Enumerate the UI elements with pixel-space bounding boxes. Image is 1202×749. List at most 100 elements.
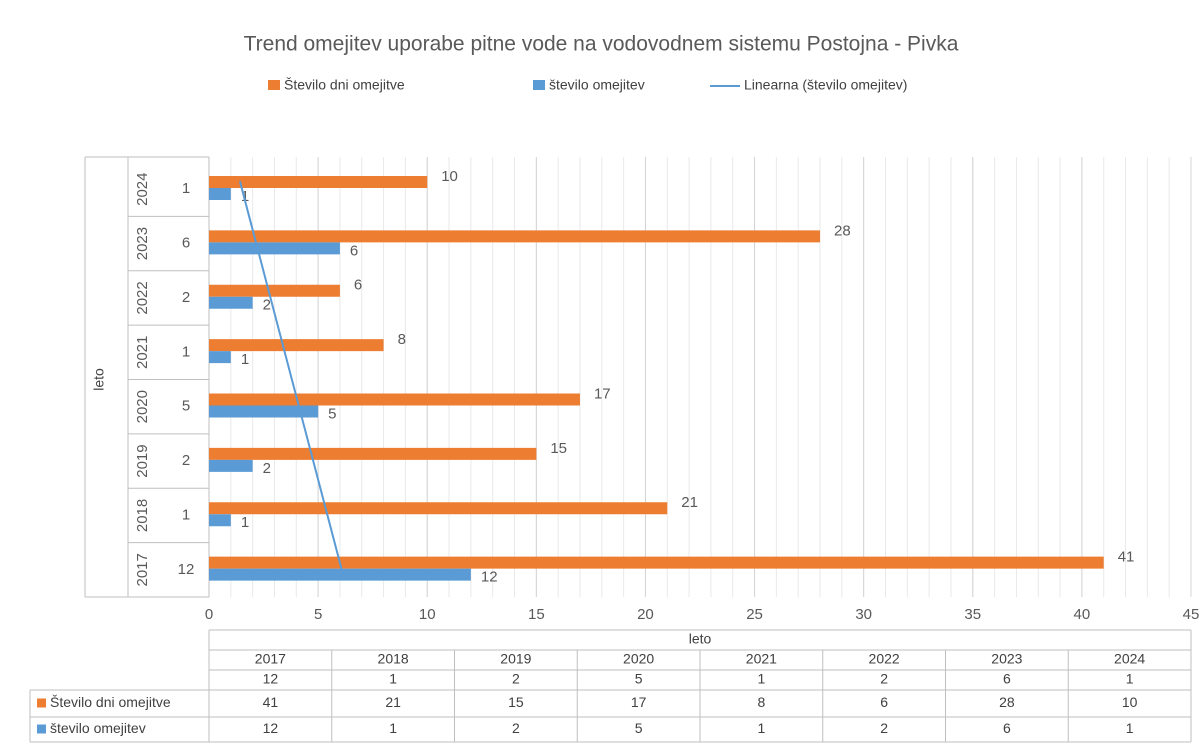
table-legend-key	[37, 698, 46, 708]
y-sub-tick-label: 1	[182, 506, 190, 523]
y-axis-title: leto	[91, 368, 107, 391]
data-label: 2	[263, 460, 271, 477]
table-cell: 1	[1126, 720, 1134, 736]
y-sub-tick-label: 12	[178, 561, 195, 578]
table-row-label: Število dni omejitve	[50, 694, 171, 710]
legend-label: Linearna (število omejitev)	[744, 77, 907, 93]
trendline	[238, 180, 343, 571]
data-label: 21	[681, 494, 698, 511]
bar	[209, 296, 253, 309]
table-cell: 21	[385, 694, 401, 710]
chart-title: Trend omejitev uporabe pitne vode na vod…	[244, 33, 959, 56]
table-cell: 6	[1003, 720, 1011, 736]
bar	[209, 568, 471, 581]
table-cell: 2022	[869, 651, 900, 667]
data-label: 15	[550, 440, 567, 457]
data-label: 41	[1118, 549, 1135, 566]
legend-swatch	[533, 80, 545, 90]
table-cell: 2021	[746, 651, 777, 667]
bar	[209, 514, 231, 527]
bar	[209, 242, 340, 255]
data-label: 8	[398, 331, 406, 348]
legend-swatch	[268, 80, 280, 90]
table-legend-key	[37, 724, 46, 734]
bar	[209, 393, 580, 406]
table-cell: 12	[263, 671, 279, 687]
table-cell: 15	[508, 694, 524, 710]
bar	[209, 447, 537, 460]
y-tick-label: 2018	[134, 499, 151, 532]
table-cell: 5	[635, 720, 643, 736]
x-tick-label: 10	[419, 606, 436, 623]
x-tick-label: 25	[746, 606, 763, 623]
table-header: leto	[689, 631, 712, 647]
table-cell: 5	[635, 671, 643, 687]
bar	[209, 230, 821, 243]
bar	[209, 459, 253, 472]
data-label: 10	[441, 168, 458, 185]
bar	[209, 351, 231, 364]
data-label: 6	[350, 242, 358, 259]
table-cell: 2018	[378, 651, 409, 667]
table-row-label: število omejitev	[50, 720, 146, 736]
y-tick-label: 2022	[134, 281, 151, 314]
table-cell: 6	[880, 694, 888, 710]
table-cell: 2019	[500, 651, 531, 667]
table-cell: 1	[757, 671, 765, 687]
table-cell: 6	[1003, 671, 1011, 687]
table-cell: 1	[389, 671, 397, 687]
x-tick-label: 35	[964, 606, 981, 623]
table-cell: 2	[512, 671, 520, 687]
table-cell: 1	[757, 720, 765, 736]
table-cell: 2017	[255, 651, 286, 667]
data-label: 12	[481, 569, 498, 586]
y-sub-tick-label: 2	[182, 452, 190, 469]
table-cell: 2	[512, 720, 520, 736]
bar	[209, 405, 319, 418]
bar	[209, 339, 384, 352]
table-cell: 2020	[623, 651, 654, 667]
y-tick-label: 2019	[134, 444, 151, 477]
bar	[209, 188, 231, 200]
x-tick-label: 0	[205, 606, 213, 623]
x-tick-label: 40	[1074, 606, 1091, 623]
data-label: 28	[834, 222, 851, 239]
data-label: 17	[594, 385, 611, 402]
x-tick-label: 20	[637, 606, 654, 623]
table-cell: 28	[999, 694, 1015, 710]
data-label: 2	[263, 297, 271, 314]
table-cell: 2023	[991, 651, 1022, 667]
table-cell: 10	[1122, 694, 1138, 710]
table-cell: 2	[880, 671, 888, 687]
data-label: 1	[241, 351, 249, 368]
y-tick-label: 2017	[134, 553, 151, 586]
data-label: 1	[241, 188, 249, 205]
x-tick-label: 45	[1183, 606, 1200, 623]
table-cell: 17	[631, 694, 647, 710]
bar	[209, 176, 428, 188]
y-tick-label: 2021	[134, 336, 151, 369]
x-tick-label: 15	[528, 606, 545, 623]
data-label: 5	[328, 405, 336, 422]
bar	[209, 556, 1104, 569]
y-sub-tick-label: 2	[182, 289, 190, 306]
y-sub-tick-label: 5	[182, 398, 190, 415]
bar	[209, 284, 340, 297]
x-tick-label: 30	[855, 606, 872, 623]
table-cell: 2	[880, 720, 888, 736]
table-cell: 8	[757, 694, 765, 710]
y-tick-label: 2020	[134, 390, 151, 423]
data-label: 6	[354, 277, 362, 294]
y-tick-label: 2023	[134, 227, 151, 260]
table-cell: 1	[1126, 671, 1134, 687]
table-cell: 41	[263, 694, 279, 710]
legend-label: število omejitev	[549, 77, 645, 93]
table-cell: 1	[389, 720, 397, 736]
y-sub-tick-label: 1	[182, 180, 190, 197]
y-tick-label: 2024	[134, 173, 151, 206]
y-sub-tick-label: 1	[182, 343, 190, 360]
legend-label: Število dni omejitve	[284, 77, 405, 93]
y-sub-tick-label: 6	[182, 235, 190, 252]
bar	[209, 502, 668, 515]
